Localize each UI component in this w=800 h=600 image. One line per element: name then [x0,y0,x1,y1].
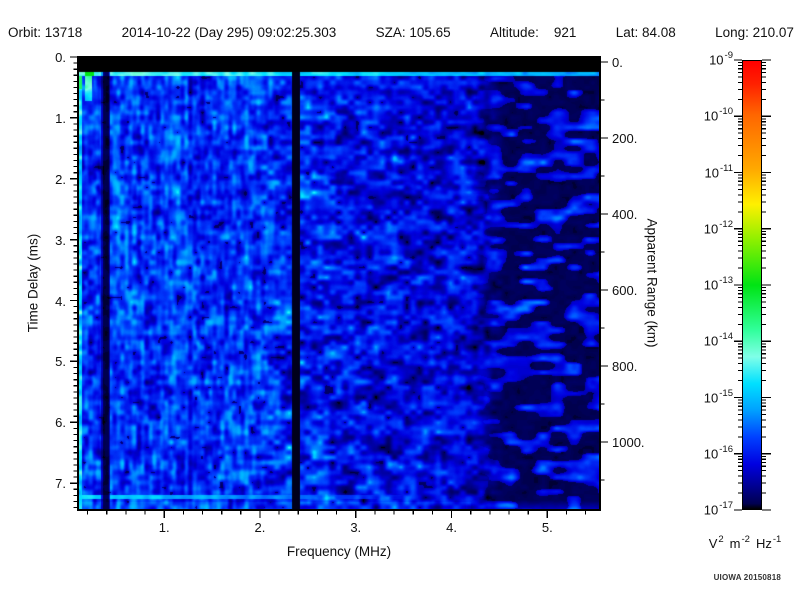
spectrogram-canvas [78,57,600,510]
latitude-value: Lat: 84.08 [615,25,676,40]
longitude-value: Long: 210.07 [715,25,794,40]
colorbar-tick-label: 10-12 [703,218,733,237]
x-axis-ticks [86,510,587,518]
datetime-value: 2014-10-22 (Day 295) 09:02:25.303 [121,25,337,40]
y-tick-label: 0. [55,50,66,65]
y-tick-label: 4. [55,293,66,309]
y2-axis-label: Apparent Range (km) [644,218,660,348]
colorbar-tick-label: 10-13 [703,275,733,293]
y2-tick-label: 800. [612,359,638,374]
colorbar-tick-label: 10-14 [703,331,733,349]
y-tick-label: 3. [55,232,66,248]
unit-part: V2 [708,534,724,552]
y2-tick-label: 200. [612,131,638,146]
colorbar-tick-label: 10-11 [704,162,734,180]
colorbar-tick-label: 10-16 [703,443,733,462]
credit-text: UIOWA 20150818 [713,573,781,582]
y2-tick-label: 1000. [612,435,645,450]
metadata-header: Orbit: 13718 2014-10-22 (Day 295) 09:02:… [8,25,794,40]
x-tick-label: 4. [446,520,457,535]
y2-tick-label: 0. [612,55,623,70]
unit-part: Hz-1 [755,534,782,552]
y-axis-label: Time Delay (ms) [25,233,41,333]
colorbar-tick-label: 10-17 [703,500,733,518]
colorbar-tick-label: 10-10 [703,106,733,124]
x-tick-label: 1. [158,520,170,535]
y2-axis-ticks [600,61,608,481]
y-tick-label: 5. [55,354,66,370]
y-tick-label: 6. [55,415,66,431]
y-tick-label: 7. [55,476,66,492]
colorbar [742,60,762,510]
x-tick-label: 3. [350,520,362,535]
altitude-value: Altitude: 921 [490,25,577,40]
y2-tick-label: 400. [612,207,638,222]
unit-part: m-2 [729,534,750,552]
y-tick-label: 1. [55,110,66,126]
sza-value: SZA: 105.65 [375,25,451,40]
colorbar-unit-label: V2 m-2 Hz-1 [688,534,800,552]
y-tick-label: 2. [55,171,66,187]
x-axis-label: Frequency (MHz) [286,544,392,559]
orbit-value: Orbit: 13718 [8,25,83,40]
x-tick-label: 2. [254,520,266,535]
y2-tick-label: 600. [612,283,638,298]
y-axis-ticks [70,56,78,509]
x-tick-label: 5. [541,520,553,535]
colorbar-tick-label: 10-15 [703,387,733,405]
colorbar-tick-label: 10-9 [709,50,733,68]
